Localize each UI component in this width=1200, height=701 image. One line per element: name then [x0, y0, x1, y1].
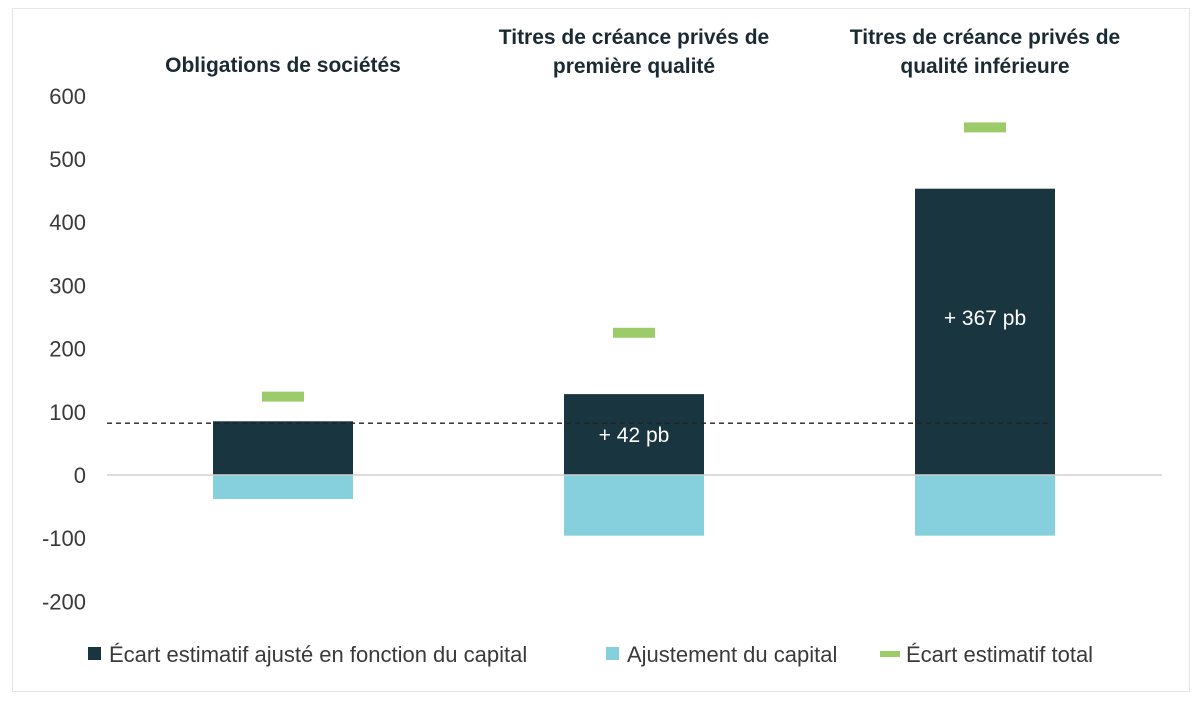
bar-capital-adjusted-1 [213, 421, 353, 475]
bar-label-2: + 42 pb [599, 424, 670, 447]
y-tick-label: -200 [42, 589, 86, 614]
bar-capital-adjustment-1 [213, 475, 353, 500]
y-tick-label: 500 [49, 147, 86, 172]
y-tick-label: -100 [42, 526, 86, 551]
legend: Écart estimatif ajusté en fonction du ca… [88, 642, 1093, 667]
total-spread-marker-3 [964, 122, 1006, 133]
y-tick-label: 300 [49, 273, 86, 298]
legend-swatch-1 [88, 647, 101, 660]
legend-label-1: Écart estimatif ajusté en fonction du ca… [109, 642, 527, 667]
bar-capital-adjustment-3 [915, 475, 1055, 536]
category-title-1-line-1: Obligations de sociétés [165, 54, 401, 77]
y-axis-ticks: 600 500 400 300 200 100 0 -100 -200 [42, 84, 86, 615]
legend-label-2: Ajustement du capital [627, 642, 837, 667]
category-title-3-line-2: qualité inférieure [900, 55, 1069, 78]
total-markers [262, 122, 1006, 402]
category-title-2-line-2: première qualité [553, 55, 715, 78]
y-tick-label: 400 [49, 210, 86, 235]
bar-capital-adjusted-3 [915, 188, 1055, 476]
legend-swatch-3 [880, 651, 900, 657]
total-spread-marker-2 [613, 327, 655, 338]
y-tick-label: 100 [49, 400, 86, 425]
bar-label-3: + 367 pb [944, 307, 1026, 330]
total-spread-marker-1 [262, 391, 304, 402]
y-tick-label: 0 [74, 463, 86, 488]
bar-capital-adjusted-2 [564, 394, 704, 475]
y-tick-label: 600 [49, 84, 86, 109]
bar-capital-adjustment-2 [564, 475, 704, 536]
bars [213, 188, 1055, 536]
category-title-2-line-1: Titres de créance privés de [499, 26, 769, 49]
y-tick-label: 200 [49, 337, 86, 362]
category-title-3-line-1: Titres de créance privés de [850, 26, 1120, 49]
bar-labels: + 42 pb + 367 pb [599, 307, 1027, 447]
legend-swatch-2 [606, 647, 619, 660]
legend-label-3: Écart estimatif total [906, 642, 1093, 667]
category-titles: Obligations de sociétés Titres de créance… [165, 26, 1120, 78]
